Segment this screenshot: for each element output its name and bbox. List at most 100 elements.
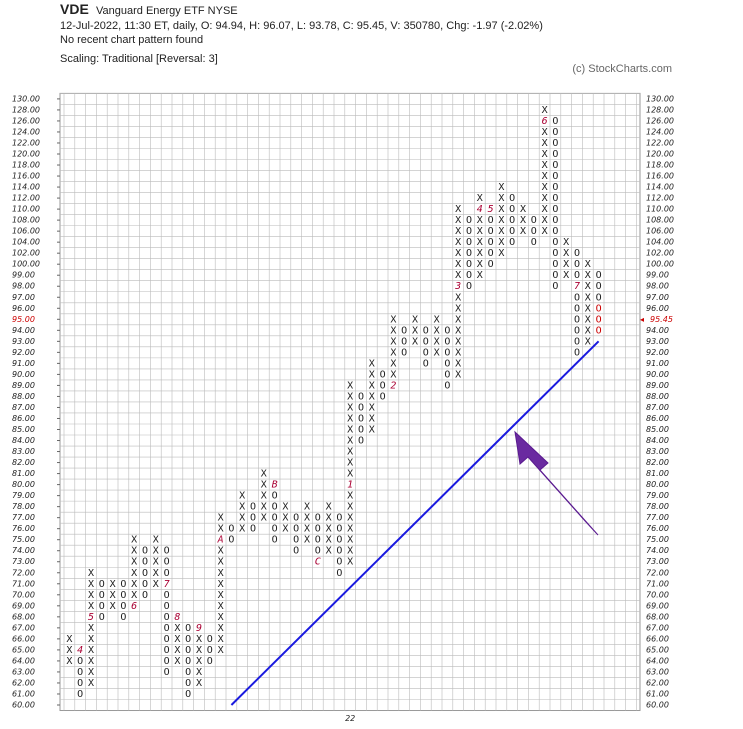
box-symbol: X [326,524,332,535]
box-symbol: X [218,634,224,645]
box-symbol: O [509,204,515,215]
box-symbol: O [466,248,472,259]
box-symbol: O [423,325,429,336]
y-tick-label-right: 68.00 [646,612,669,621]
box-symbol: X [498,215,504,226]
y-tick-label: 94.00 [12,326,35,335]
y-tick-label-right: 108.00 [646,216,674,225]
y-tick-label: 106.00 [12,227,40,236]
box-symbol: O [574,270,580,281]
box-symbol: X [390,325,396,336]
box-symbol: O [444,347,450,358]
y-tick-label-right: 78.00 [646,502,669,511]
box-symbol: X [174,634,180,645]
y-tick-label: 69.00 [12,601,35,610]
box-symbol: O [358,402,364,413]
box-symbol: X [174,645,180,656]
pattern-note: No recent chart pattern found [60,34,203,46]
box-symbol: X [239,491,245,502]
last-price-arrow: ◂ [640,315,644,324]
box-symbol: O [77,667,83,678]
box-symbol: O [466,281,472,292]
box-symbol: O [164,667,170,678]
y-tick-label: 99.00 [12,271,35,280]
month-marker: 6 [131,601,137,612]
box-symbol: X [477,215,483,226]
y-tick-label-right: 83.00 [646,447,669,456]
y-tick-label-right: 63.00 [646,667,669,676]
box-symbol: X [347,491,353,502]
month-marker: 3 [454,281,461,292]
y-tick-label: 83.00 [12,447,35,456]
box-symbol: O [120,579,126,590]
box-symbol: X [585,292,591,303]
y-tick-label-right: 75.00 [646,535,669,544]
column: OOO [380,369,386,402]
box-symbol: O [293,535,299,546]
box-symbol: O [444,369,450,380]
column: XXX [412,314,418,347]
y-tick-label-right: 66.00 [646,634,669,643]
box-symbol: O [380,369,386,380]
box-symbol: O [488,259,494,270]
box-symbol: O [185,667,191,678]
box-symbol: X [88,667,94,678]
month-marker: 1 [347,480,353,491]
box-symbol: X [196,667,202,678]
box-symbol: X [498,248,504,259]
y-tick-label-right: 120.00 [646,150,674,159]
box-symbol: X [412,314,418,325]
y-tick-label: 95.00 [12,315,35,324]
box-symbol: O [315,513,321,524]
box-symbol: O [293,546,299,557]
box-symbol: X [88,601,94,612]
box-symbol: X [585,314,591,325]
y-tick-label-right: 79.00 [646,491,669,500]
box-symbol: O [99,601,105,612]
y-tick-label: 65.00 [12,645,35,654]
box-symbol: X [88,645,94,656]
box-symbol: X [66,634,72,645]
box-symbol: X [498,182,504,193]
y-tick-label: 62.00 [12,678,35,687]
box-symbol: X [131,568,137,579]
box-symbol: O [164,601,170,612]
box-symbol: O [358,425,364,436]
y-tick-label-right: 89.00 [646,381,669,390]
y-tick-label: 76.00 [12,524,35,533]
box-symbol: O [336,513,342,524]
month-marker: 5 [88,612,94,623]
box-symbol: X [196,634,202,645]
box-symbol: O [574,314,580,325]
box-symbol: O [164,557,170,568]
month-marker: C [315,557,321,568]
box-symbol: X [153,546,159,557]
box-symbol: O [164,623,170,634]
y-tick-label: 79.00 [12,491,35,500]
box-symbol: O [444,358,450,369]
y-tick-label: 124.00 [12,127,40,136]
box-symbol: X [110,590,116,601]
y-tick-label-right: 69.00 [646,601,669,610]
y-tick-label: 96.00 [12,304,35,313]
box-symbol: O [574,347,580,358]
box-symbol: X [239,502,245,513]
y-tick-label-right: 84.00 [646,436,669,445]
box-symbol: O [358,436,364,447]
box-symbol: X [455,303,461,314]
box-symbol: O [142,568,148,579]
box-symbol: O [596,281,602,292]
y-tick-label: 84.00 [12,436,35,445]
y-tick-label-right: 76.00 [646,524,669,533]
box-symbol: X [477,270,483,281]
y-tick-label: 66.00 [12,634,35,643]
y-tick-label: 68.00 [12,612,35,621]
